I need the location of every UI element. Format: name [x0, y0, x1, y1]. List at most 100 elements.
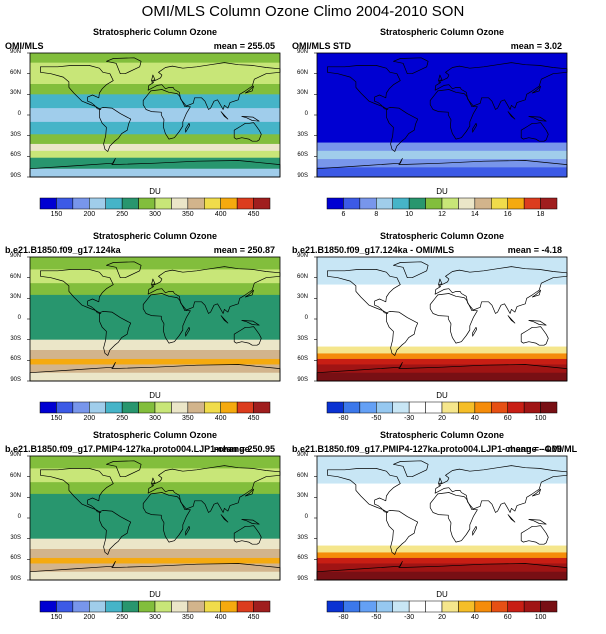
continent-outline: [220, 514, 229, 523]
continent-outline: [147, 465, 281, 513]
colorbar-swatch: [154, 401, 172, 414]
colorbar-label: 150: [50, 415, 63, 422]
continent-outline: [99, 311, 132, 356]
colorbar-swatch: [39, 197, 57, 210]
ozone-band: [30, 482, 280, 495]
map-panel: Stratospheric Column Ozone OMI/MLS STD mea…: [292, 27, 582, 227]
panel-left-label: OMI/MLS: [5, 41, 44, 51]
ozone-band: [317, 358, 567, 365]
ozone-band: [317, 53, 567, 144]
ozone-band: [30, 557, 280, 564]
colorbar-swatch: [491, 600, 508, 613]
ozone-band: [30, 549, 280, 559]
colorbar-swatch: [56, 600, 74, 613]
colorbar-swatch: [523, 401, 541, 414]
colorbar-swatch: [204, 401, 221, 414]
colorbar-label: 20: [438, 614, 446, 621]
colorbar-label: 450: [247, 211, 260, 218]
colorbar-swatch: [204, 197, 221, 210]
colorbar-swatch: [253, 197, 271, 210]
ozone-band: [30, 339, 280, 351]
colorbar: [326, 600, 558, 613]
y-tick-label: 30N: [296, 90, 308, 97]
colorbar-label: -50: [371, 415, 382, 422]
units-label: DU: [149, 590, 161, 599]
continent-outline: [147, 62, 281, 110]
panel-title: Stratospheric Column Ozone: [379, 231, 504, 241]
colorbar-swatch: [540, 197, 558, 210]
colorbar-swatch: [359, 197, 377, 210]
colorbar-label: 200: [83, 415, 96, 422]
panel-mean-label: mean = -4.09: [507, 444, 562, 454]
colorbar-swatch: [171, 600, 189, 613]
y-tick-label: 30N: [9, 90, 21, 97]
continent-outline: [429, 293, 478, 344]
panel-mean-label: mean = 255.05: [213, 41, 275, 51]
map-plot: [314, 52, 568, 178]
continent-outline: [507, 315, 516, 324]
units-label: DU: [436, 187, 448, 196]
map-plot: [27, 455, 281, 581]
colorbar-swatch: [523, 600, 541, 613]
y-tick-label: 30S: [10, 534, 21, 541]
y-tick-label: 90S: [10, 576, 21, 582]
colorbar-label: 450: [247, 614, 260, 621]
colorbar-label: 400: [214, 614, 227, 621]
panel-mean-label: mean = 250.95: [213, 444, 275, 454]
ozone-band: [30, 168, 280, 178]
panel-title: Stratospheric Column Ozone: [92, 231, 217, 241]
y-tick-label: 30N: [296, 493, 308, 500]
ozone-band: [30, 294, 280, 306]
map-panel: Stratospheric Column Ozone b.e21.B1850.f0…: [5, 430, 295, 630]
y-tick-label: 30N: [9, 294, 21, 301]
continent-outline: [438, 278, 443, 285]
colorbar-swatch: [441, 600, 459, 613]
y-tick-label: 30N: [9, 493, 21, 500]
colorbar-swatch: [121, 401, 139, 414]
y-tick-label: 90N: [9, 253, 21, 259]
colorbar-swatch: [204, 600, 221, 613]
continent-outline: [106, 57, 142, 75]
continent-outline: [151, 278, 156, 285]
colorbar-swatch: [408, 197, 426, 210]
continent-outline: [434, 465, 568, 513]
colorbar-swatch: [121, 600, 139, 613]
colorbar-swatch: [39, 401, 57, 414]
colorbar-swatch: [89, 401, 106, 414]
continent-outline: [244, 85, 254, 94]
colorbar-swatch: [540, 600, 558, 613]
y-tick-label: 90N: [9, 452, 21, 458]
continent-outline: [220, 315, 229, 324]
colorbar-label: 18: [536, 211, 545, 218]
colorbar-swatch: [507, 401, 525, 414]
continent-outline: [528, 116, 547, 122]
continent-outline: [531, 85, 541, 94]
continent-outline: [327, 269, 401, 314]
colorbar-label: 60: [503, 614, 512, 621]
continent-outline: [241, 519, 260, 525]
panel-left-label: b.e21.B1850.f09_g17.124ka: [5, 245, 121, 255]
continent-outline: [106, 460, 142, 478]
continent-outline: [438, 477, 443, 484]
y-tick-label: 30S: [297, 534, 308, 541]
colorbar-swatch: [89, 197, 106, 210]
colorbar-swatch: [441, 197, 459, 210]
continent-outline: [531, 289, 541, 298]
ozone-band: [30, 372, 280, 382]
panel-title: Stratospheric Column Ozone: [92, 27, 217, 37]
colorbar-label: 300: [149, 211, 161, 218]
continent-outline: [244, 289, 254, 298]
colorbar-swatch: [392, 401, 410, 414]
y-tick-label: 90N: [296, 49, 308, 55]
colorbar-label: 250: [116, 614, 128, 621]
ozone-band: [317, 493, 567, 547]
y-tick-label: 90S: [297, 173, 308, 179]
colorbar-swatch: [326, 600, 344, 613]
colorbar-swatch: [105, 197, 123, 210]
ozone-band: [317, 571, 567, 581]
continent-outline: [142, 293, 191, 344]
y-tick-label: 0: [17, 315, 21, 321]
colorbar-swatch: [474, 197, 492, 210]
colorbar-label: 16: [503, 211, 512, 218]
continent-outline: [472, 326, 478, 337]
